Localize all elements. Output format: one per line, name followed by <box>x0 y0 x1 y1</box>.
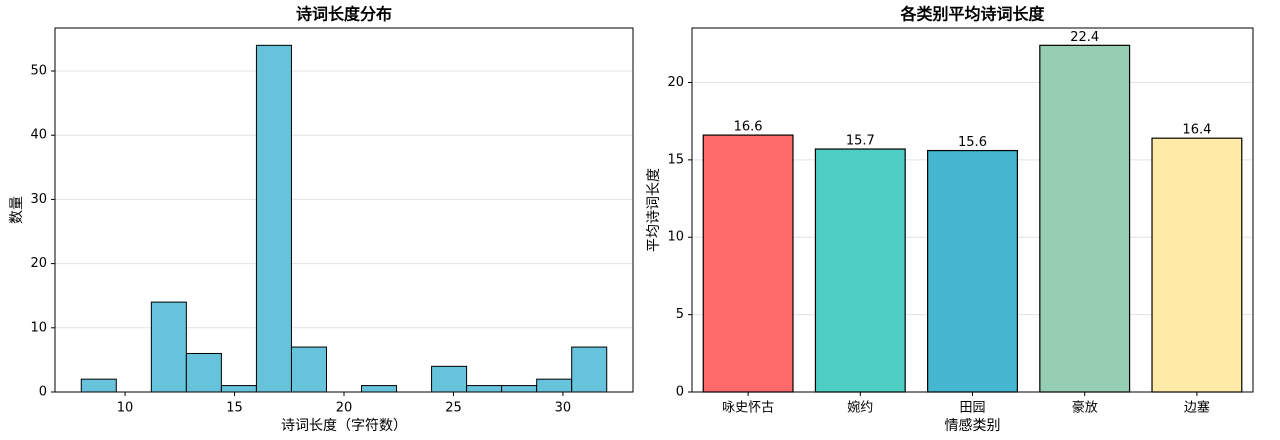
bar <box>814 148 906 393</box>
value-label: 16.6 <box>734 120 763 135</box>
histogram-bar <box>255 44 292 393</box>
bar <box>927 149 1018 393</box>
histogram-bar <box>185 352 222 393</box>
chart-title: 诗词长度分布 <box>296 5 392 24</box>
x-tick-label: 20 <box>336 401 353 416</box>
y-axis-label: 平均诗词长度 <box>646 168 662 252</box>
bar <box>1151 137 1243 393</box>
x-tick-label: 咏史怀古 <box>722 401 774 416</box>
histogram-bar <box>150 301 187 393</box>
y-tick-label: 0 <box>676 385 684 400</box>
x-tick-label: 边塞 <box>1184 400 1210 416</box>
x-tick-label: 豪放 <box>1072 400 1098 416</box>
value-label: 16.4 <box>1182 123 1211 138</box>
plot-frame <box>691 27 1254 393</box>
y-tick-label: 5 <box>676 307 684 322</box>
histogram-bar <box>290 346 327 393</box>
value-label: 22.4 <box>1070 30 1099 45</box>
x-tick-label: 25 <box>445 401 462 416</box>
y-tick-label: 40 <box>30 128 47 143</box>
histogram-bar <box>571 346 608 393</box>
y-tick-label: 10 <box>30 320 47 335</box>
y-tick-label: 30 <box>30 192 47 207</box>
histogram-bar <box>361 385 398 393</box>
histogram-bar <box>220 385 257 393</box>
plot-frame <box>54 27 634 393</box>
y-tick-label: 0 <box>39 385 47 400</box>
y-axis-label: 数量 <box>9 196 25 224</box>
x-tick-label: 30 <box>555 401 572 416</box>
x-axis-label: 诗词长度（字符数） <box>281 418 407 434</box>
y-tick-label: 15 <box>667 152 684 167</box>
x-tick-label: 10 <box>117 401 134 416</box>
value-label: 15.6 <box>958 135 987 150</box>
histogram-bar <box>431 365 468 393</box>
histogram-bar <box>501 385 538 393</box>
x-tick-label: 田园 <box>959 401 985 416</box>
bar <box>702 134 794 393</box>
value-label: 15.7 <box>846 134 875 149</box>
bar <box>1039 44 1131 393</box>
x-tick-label: 15 <box>226 401 243 416</box>
y-tick-label: 10 <box>667 230 684 245</box>
x-tick-label: 婉约 <box>847 400 873 416</box>
histogram-bar <box>466 385 503 393</box>
chart-title: 各类别平均诗词长度 <box>899 5 1045 24</box>
y-tick-label: 20 <box>667 75 684 90</box>
x-axis-label: 情感类别 <box>945 417 1001 434</box>
y-tick-label: 50 <box>30 64 47 79</box>
y-tick-label: 20 <box>30 256 47 271</box>
histogram-bar <box>536 378 573 393</box>
histogram-bar <box>80 378 117 393</box>
